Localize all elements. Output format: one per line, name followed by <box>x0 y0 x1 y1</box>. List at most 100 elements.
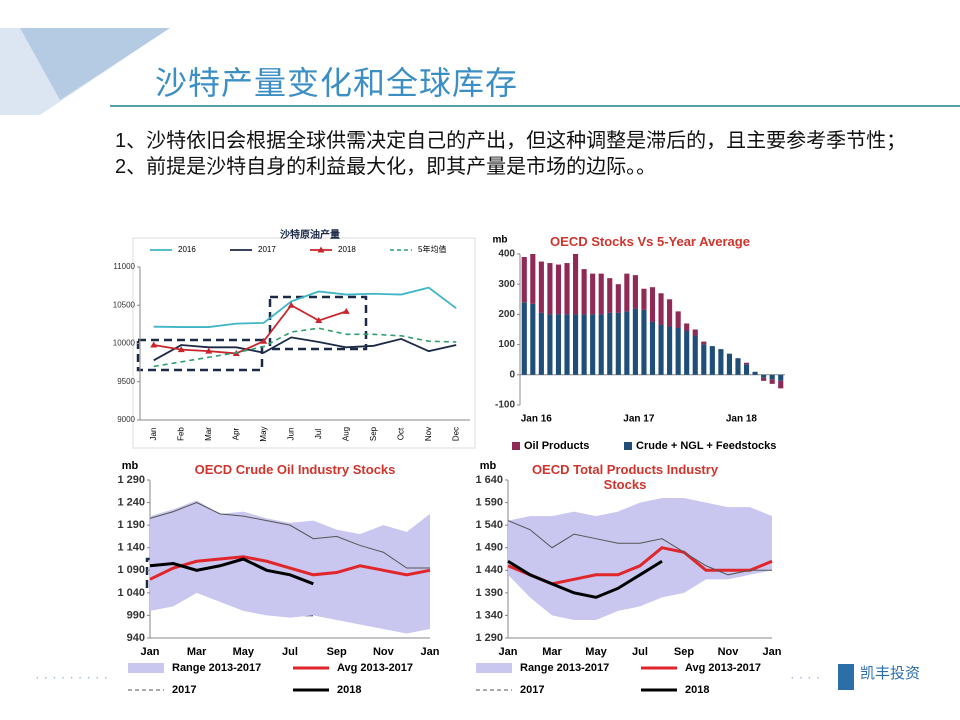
dots: · · · · <box>790 669 820 685</box>
marker <box>315 317 323 324</box>
bar <box>598 273 604 315</box>
y-tick-label: 1 490 <box>475 542 503 554</box>
x-tick-label: Mar <box>542 646 562 658</box>
x-tick-label: Jul <box>314 429 323 439</box>
y-tick-label: 1 040 <box>117 587 145 599</box>
bar <box>632 308 638 375</box>
legend-label: 5年均值 <box>418 244 446 254</box>
bar <box>538 312 544 375</box>
legend-label: 2017 <box>520 684 544 696</box>
bar <box>573 314 579 375</box>
bar <box>735 358 741 375</box>
bullet: 2、前提是沙特自身的利益最大化，即其产量是市场的边际。。 <box>115 156 657 178</box>
bar <box>641 309 647 375</box>
bar <box>564 314 570 375</box>
legend-label: 2016 <box>178 245 196 254</box>
legend-label: Avg 2013-2017 <box>685 662 761 674</box>
bullet-list: 1、沙特依旧会根据全球供需决定自己的产出，但这种调整是滞后的，且主要参考季节性；… <box>115 128 915 180</box>
y-tick-label: 1 190 <box>117 519 145 531</box>
bar <box>581 269 587 315</box>
bar <box>624 273 630 312</box>
y-tick-label: 9000 <box>117 415 135 424</box>
bar <box>761 377 767 381</box>
x-tick-label: May <box>259 426 268 441</box>
x-tick-label: Nov <box>373 646 395 658</box>
bullet: 1、沙特依旧会根据全球供需决定自己的产出，但这种调整是滞后的，且主要参考季节性； <box>115 130 907 152</box>
y-tick-label: 1 590 <box>475 496 503 508</box>
bar <box>667 299 673 327</box>
bar <box>649 321 656 375</box>
x-tick-label: Feb <box>176 427 185 441</box>
y-tick-label: 1 140 <box>117 542 145 554</box>
y-tick-label: 10000 <box>113 339 136 348</box>
legend-label: Avg 2013-2017 <box>337 662 413 674</box>
bar <box>684 323 690 332</box>
series-line <box>153 336 457 362</box>
bar <box>701 341 707 345</box>
y-tick-label: 1 290 <box>117 474 145 486</box>
logo-text: 凯丰投资 <box>860 665 920 682</box>
x-tick-label: Sep <box>327 646 347 658</box>
bar <box>530 254 536 304</box>
x-tick-label: Apr <box>231 427 240 440</box>
x-tick-label: Nov <box>424 427 433 441</box>
bar <box>778 374 784 381</box>
bar <box>649 287 656 322</box>
x-tick-label: Jan 17 <box>623 414 655 425</box>
x-tick-label: Dec <box>451 427 460 441</box>
bar <box>607 278 613 313</box>
chart-frame <box>132 237 476 449</box>
bar <box>692 335 698 375</box>
bar <box>573 254 579 315</box>
legend-label: Crude + NGL + Feedstocks <box>636 440 776 452</box>
bar <box>701 344 707 375</box>
dots: · · · · · · · · · <box>35 669 108 685</box>
y-tick-label: 1 390 <box>475 587 503 599</box>
bar <box>555 264 562 315</box>
bar <box>590 314 596 375</box>
bar <box>555 314 562 375</box>
y-tick-label: 0 <box>509 369 515 380</box>
legend-label: Oil Products <box>524 440 589 452</box>
x-tick-label: Jul <box>632 646 648 658</box>
bar <box>615 284 621 313</box>
marker <box>342 307 350 314</box>
x-tick-label: Jan <box>421 646 440 658</box>
bar <box>521 302 527 375</box>
chart-title: OECD Total Products Industry Stocks <box>531 462 719 492</box>
bar <box>692 329 698 336</box>
marker <box>150 341 158 348</box>
series-line <box>153 327 457 368</box>
legend-label: Range 2013-2017 <box>172 662 261 674</box>
x-tick-label: Jul <box>282 646 298 658</box>
bar <box>752 371 758 375</box>
y-tick-label: 11000 <box>113 262 135 271</box>
marker <box>177 346 185 353</box>
y-tick-label: 990 <box>127 609 145 621</box>
bar <box>624 311 630 375</box>
slide-title: 沙特产量变化和全球库存 <box>155 65 519 101</box>
marker <box>205 347 213 354</box>
x-tick-label: Nov <box>718 646 740 658</box>
marker <box>287 301 295 308</box>
x-tick-label: Jan 16 <box>521 414 553 425</box>
highlight-box <box>268 295 368 351</box>
y-tick-label: 1 440 <box>475 564 503 576</box>
chart-title: OECD Stocks Vs 5-Year Average <box>550 234 750 249</box>
bar <box>769 374 775 380</box>
series-line <box>149 555 431 581</box>
y-tick-label: 1 290 <box>475 632 503 644</box>
legend-label: 2018 <box>338 245 356 254</box>
x-tick-label: Sep <box>369 426 378 441</box>
bar <box>675 327 681 375</box>
marker <box>260 337 268 344</box>
bar <box>726 353 732 375</box>
x-tick-label: Jan <box>499 646 518 658</box>
legend-swatch <box>512 442 520 450</box>
bar <box>598 314 604 375</box>
legend-label: 2018 <box>685 684 709 696</box>
bar <box>675 311 681 328</box>
bar <box>615 312 621 375</box>
y-tick-label: 1 340 <box>475 609 503 621</box>
